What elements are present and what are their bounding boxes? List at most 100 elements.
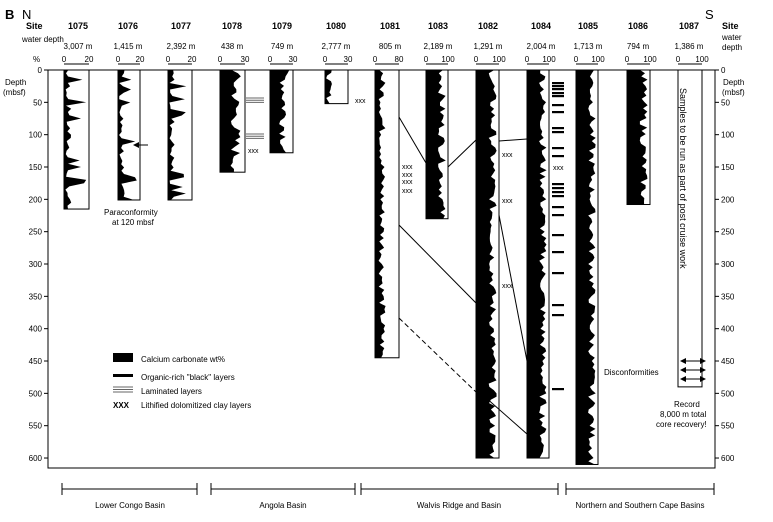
organic-layer [552,234,564,237]
scale-tick-min: 0 [525,55,530,64]
carbonate-profile [270,70,290,153]
dolomite-marker: xxx [402,188,413,195]
depth-tick-right: 450 [721,357,735,366]
legend-carbonate-swatch [113,353,133,362]
basin-label: Walvis Ridge and Basin [417,501,501,510]
organic-layer [552,183,564,186]
legend-organic-swatch [113,374,133,377]
core-column [425,69,449,220]
organic-layer [552,104,564,107]
depth-tick-right: 200 [721,195,735,204]
scale-tick-min: 0 [166,55,171,64]
depth-tick-right: 500 [721,389,735,398]
site-1087: 1087 1,386 m 0 100 [675,21,709,388]
basin-brackets: Lower Congo Basin Angola Basin Walvis Ridg… [61,483,715,510]
scale-tick-min: 0 [62,55,67,64]
depth-tick-right: 100 [721,131,735,140]
depth-tick-left: 450 [29,357,43,366]
core-column [374,69,400,359]
core-column [475,69,500,459]
site-id: 1081 [380,21,400,31]
y-axis-label-left-1: Depth [5,78,26,87]
dolomite-marker: xxx [502,198,513,205]
site-water-depth: 438 m [221,42,244,51]
depth-tick-right: 600 [721,454,735,463]
scale-tick-max: 20 [85,55,94,64]
depth-tick-right: 400 [721,325,735,334]
carbonate-profile [118,70,137,200]
scale-tick-max: 100 [542,55,556,64]
site-id: 1087 [679,21,699,31]
correlation-line [447,139,477,168]
organic-layer [552,251,564,254]
organic-layer [552,388,564,391]
organic-layer [552,187,564,190]
site-header-right: Site [722,21,739,31]
scale-tick-min: 0 [574,55,579,64]
site-id: 1077 [171,21,191,31]
site-water-depth: 2,392 m [167,42,196,51]
record-text-1: Record [674,400,700,409]
carbonate-profile [325,70,332,104]
site-1075: 1075 3,007 m 0 20 [62,21,94,210]
disconformity-arrow-right [700,367,706,373]
organic-layer [552,92,564,95]
site-water-depth: 1,713 m [574,42,603,51]
paraconformity-arrow [133,142,148,148]
scale-tick-max: 100 [441,55,455,64]
depth-tick-right: 0 [721,66,726,75]
south-label: S [705,7,714,22]
core-column [269,69,294,154]
organic-layer [552,272,564,275]
correlation-line-dashed [398,317,477,393]
correlation-line [398,224,477,304]
site-columns: 1075 3,007 m 0 20 1076 1,415 m 0 20 1077 2,392 m 0… [62,21,709,465]
record-text-3: core recovery! [656,420,707,429]
carbonate-profile [576,70,596,465]
site-water-depth: 749 m [271,42,294,51]
dolomite-marker: xxx [402,179,413,186]
depth-tick-right: 50 [721,98,730,107]
scale-tick-max: 100 [492,55,506,64]
scale-tick-min: 0 [625,55,630,64]
scale-tick-min: 0 [218,55,223,64]
site-1078: 1078 438 m 0 30 [218,21,250,173]
site-1077: 1077 2,392 m 0 20 [166,21,197,201]
carbonate-profile [476,70,497,458]
organic-layer [552,147,564,150]
depth-tick-left: 600 [29,454,43,463]
site-water-depth: 1,415 m [114,42,143,51]
dolomite-marker: xxx [248,148,259,155]
site-1076: 1076 1,415 m 0 20 [114,21,145,201]
scale-tick-min: 0 [373,55,378,64]
organic-layer [552,206,564,209]
depth-tick-left: 200 [29,195,43,204]
scale-tick-min: 0 [268,55,273,64]
site-id: 1082 [478,21,498,31]
legend-label-dolomite: Lithified dolomitized clay layers [141,401,251,410]
legend-dolomite-symbol: XXX [113,401,130,410]
core-column [526,69,550,459]
carbonate-profile [627,70,648,205]
organic-layer [552,95,564,98]
site-1086: 1086 794 m 0 100 [625,21,657,206]
dolomite-marker: xxx [502,283,513,290]
legend-label-laminated: Laminated layers [141,387,202,396]
y-axis-label-right-2: (mbsf) [722,88,745,97]
scale-tick-min: 0 [323,55,328,64]
disconformity-arrow-left [680,367,686,373]
basin-label: Angola Basin [259,501,306,510]
core-column [677,69,703,388]
core-column [324,69,349,105]
depth-tick-right: 250 [721,228,735,237]
scale-tick-min: 0 [116,55,121,64]
paraconformity-text-2: at 120 mbsf [112,218,155,227]
scale-tick-max: 100 [695,55,709,64]
site-id: 1080 [326,21,346,31]
disconformity-arrow-right [700,376,706,382]
north-label: N [22,7,31,22]
dolomite-marker: xxx [553,165,564,172]
core-column [167,69,193,201]
correlation-line [498,214,528,362]
